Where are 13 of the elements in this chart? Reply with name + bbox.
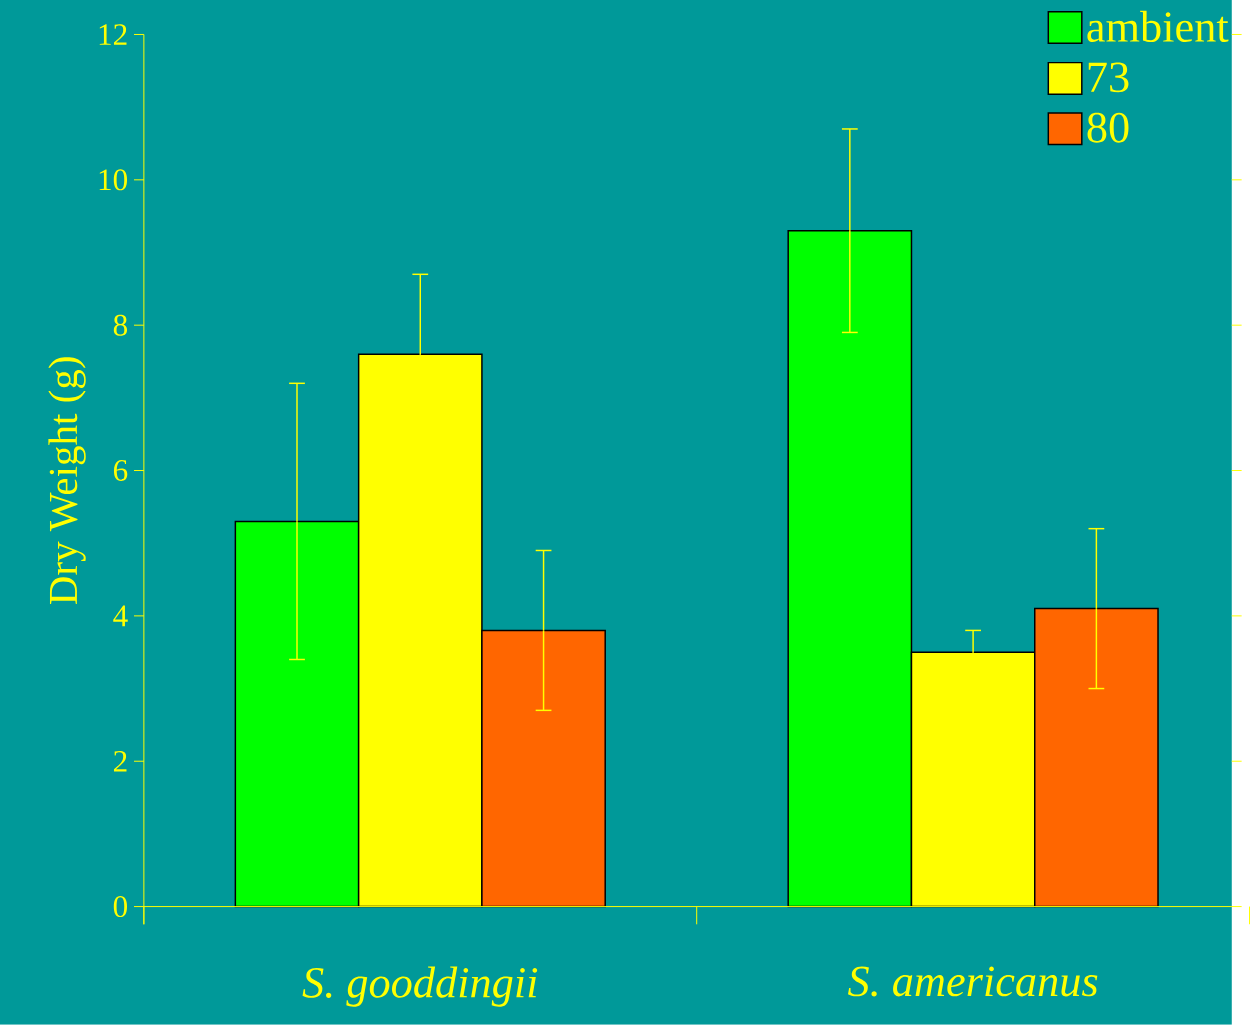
x-tick-label: S. americanus <box>847 966 1098 997</box>
y-tick-label: 2 <box>113 750 127 772</box>
y-tick-label: 10 <box>99 169 128 191</box>
y-tick-label: 12 <box>99 24 127 45</box>
legend-label: 73 <box>1088 62 1129 93</box>
y-tick-label: 6 <box>113 460 128 482</box>
y-axis-title: Dry Weight (g) <box>48 357 86 605</box>
y-tick-label: 4 <box>113 605 128 627</box>
legend-label: 80 <box>1087 112 1129 143</box>
y-tick-label: 0 <box>113 896 128 918</box>
x-tick-label: S. gooddingii <box>302 966 538 1007</box>
legend-label: ambient <box>1087 10 1229 43</box>
y-tick-label: 8 <box>113 314 128 336</box>
